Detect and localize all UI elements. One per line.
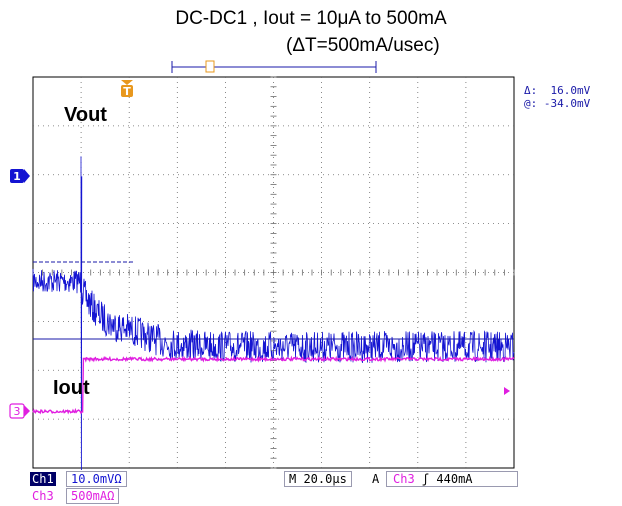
trig-slope: ʃ (421, 472, 430, 486)
ch3-tag: Ch3 (32, 489, 54, 503)
delta-value: 16.0mV (550, 84, 591, 97)
vout-trace (32, 156, 515, 470)
at-value: -34.0mV (543, 97, 591, 110)
chart-title-line1: DC-DC1 , Iout = 10μA to 500mA (175, 8, 447, 29)
trig-source: Ch3 (393, 472, 415, 486)
record-view-bracket (171, 60, 377, 73)
ch3-ground-marker: 3 (9, 403, 30, 419)
ch3-marker-label: 3 (14, 405, 21, 418)
ch1-marker-label: 1 (13, 170, 21, 183)
trig-level: 440mA (436, 472, 473, 486)
status-bar: Ch1 10.0mVΩ Ch3 500mAΩ M 20.0μs A Ch3 ʃ … (30, 471, 520, 505)
ch1-scale: 10.0mVΩ (66, 471, 127, 487)
timebase: M 20.0μs (284, 471, 352, 487)
ch1-tag: Ch1 (30, 472, 56, 486)
traces (32, 156, 515, 470)
grid (32, 76, 515, 469)
oscilloscope-plot: T 1 3 (9, 60, 515, 470)
trigger-settings: Ch3 ʃ 440mA (386, 471, 518, 487)
cursor-readout: Δ: 16.0mV @: -34.0mV (524, 84, 590, 110)
trigger-marker-label: T (123, 85, 131, 98)
at-label: @: (524, 97, 538, 110)
chart-title-line2: (ΔT=500mA/usec) (286, 35, 440, 56)
ch3-scale: 500mAΩ (66, 488, 120, 504)
ch1-ground-marker: 1 (10, 169, 30, 183)
trigger-position-marker: T (121, 80, 133, 98)
iout-label: Iout (53, 377, 90, 399)
delta-label: Δ: (524, 84, 538, 97)
acq-mode: A (372, 472, 380, 486)
trigger-level-marker (504, 387, 510, 395)
iout-trace (32, 355, 515, 415)
vout-label: Vout (64, 104, 107, 126)
